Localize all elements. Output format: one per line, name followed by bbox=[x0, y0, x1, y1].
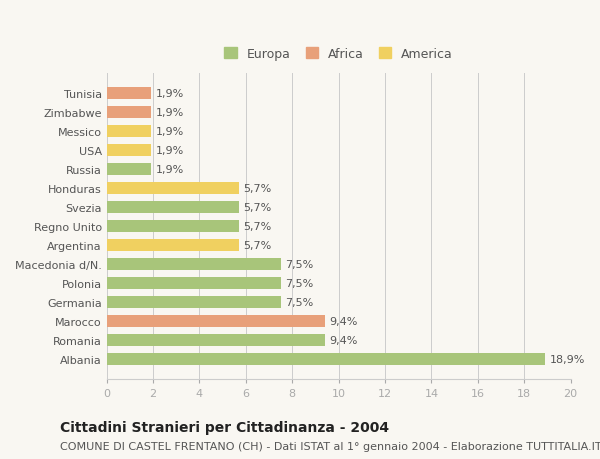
Text: 7,5%: 7,5% bbox=[286, 279, 314, 288]
Text: 5,7%: 5,7% bbox=[244, 203, 272, 213]
Text: COMUNE DI CASTEL FRENTANO (CH) - Dati ISTAT al 1° gennaio 2004 - Elaborazione TU: COMUNE DI CASTEL FRENTANO (CH) - Dati IS… bbox=[60, 441, 600, 451]
Text: 1,9%: 1,9% bbox=[155, 146, 184, 156]
Text: 5,7%: 5,7% bbox=[244, 222, 272, 232]
Text: 9,4%: 9,4% bbox=[329, 316, 358, 326]
Text: Cittadini Stranieri per Cittadinanza - 2004: Cittadini Stranieri per Cittadinanza - 2… bbox=[60, 420, 389, 434]
Bar bbox=[107, 258, 281, 271]
Bar bbox=[107, 126, 151, 138]
Bar bbox=[107, 353, 545, 365]
Text: 7,5%: 7,5% bbox=[286, 259, 314, 269]
Text: 5,7%: 5,7% bbox=[244, 241, 272, 251]
Bar bbox=[107, 220, 239, 233]
Legend: Europa, Africa, America: Europa, Africa, America bbox=[220, 44, 457, 64]
Text: 7,5%: 7,5% bbox=[286, 297, 314, 308]
Bar bbox=[107, 164, 151, 176]
Bar bbox=[107, 240, 239, 252]
Text: 1,9%: 1,9% bbox=[155, 89, 184, 99]
Bar bbox=[107, 334, 325, 347]
Bar bbox=[107, 107, 151, 119]
Text: 9,4%: 9,4% bbox=[329, 335, 358, 345]
Bar bbox=[107, 202, 239, 214]
Text: 1,9%: 1,9% bbox=[155, 127, 184, 137]
Text: 5,7%: 5,7% bbox=[244, 184, 272, 194]
Bar bbox=[107, 277, 281, 290]
Bar bbox=[107, 296, 281, 308]
Bar bbox=[107, 315, 325, 327]
Bar bbox=[107, 145, 151, 157]
Text: 1,9%: 1,9% bbox=[155, 108, 184, 118]
Text: 18,9%: 18,9% bbox=[550, 354, 585, 364]
Text: 1,9%: 1,9% bbox=[155, 165, 184, 175]
Bar bbox=[107, 183, 239, 195]
Bar bbox=[107, 88, 151, 100]
